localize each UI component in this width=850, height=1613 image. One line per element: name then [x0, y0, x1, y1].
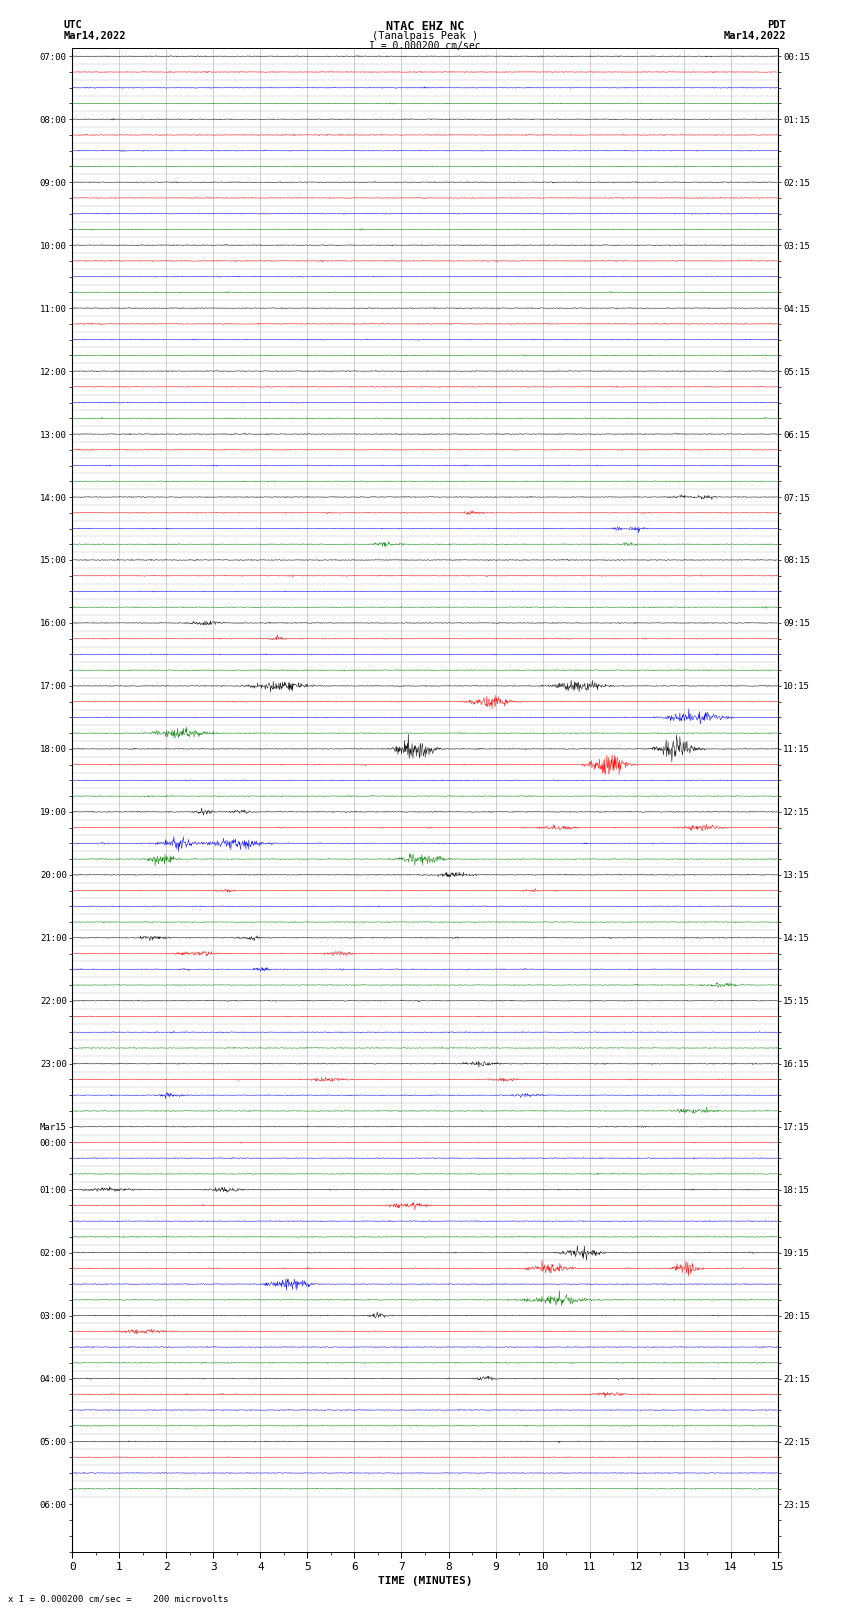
Text: (Tanalpais Peak ): (Tanalpais Peak )	[371, 31, 478, 40]
X-axis label: TIME (MINUTES): TIME (MINUTES)	[377, 1576, 473, 1586]
Text: Mar14,2022: Mar14,2022	[64, 31, 127, 40]
Text: Mar14,2022: Mar14,2022	[723, 31, 786, 40]
Text: NTAC EHZ NC: NTAC EHZ NC	[386, 19, 464, 34]
Text: UTC: UTC	[64, 19, 82, 31]
Text: x I = 0.000200 cm/sec =    200 microvolts: x I = 0.000200 cm/sec = 200 microvolts	[8, 1594, 229, 1603]
Text: PDT: PDT	[768, 19, 786, 31]
Text: I = 0.000200 cm/sec: I = 0.000200 cm/sec	[369, 40, 481, 50]
